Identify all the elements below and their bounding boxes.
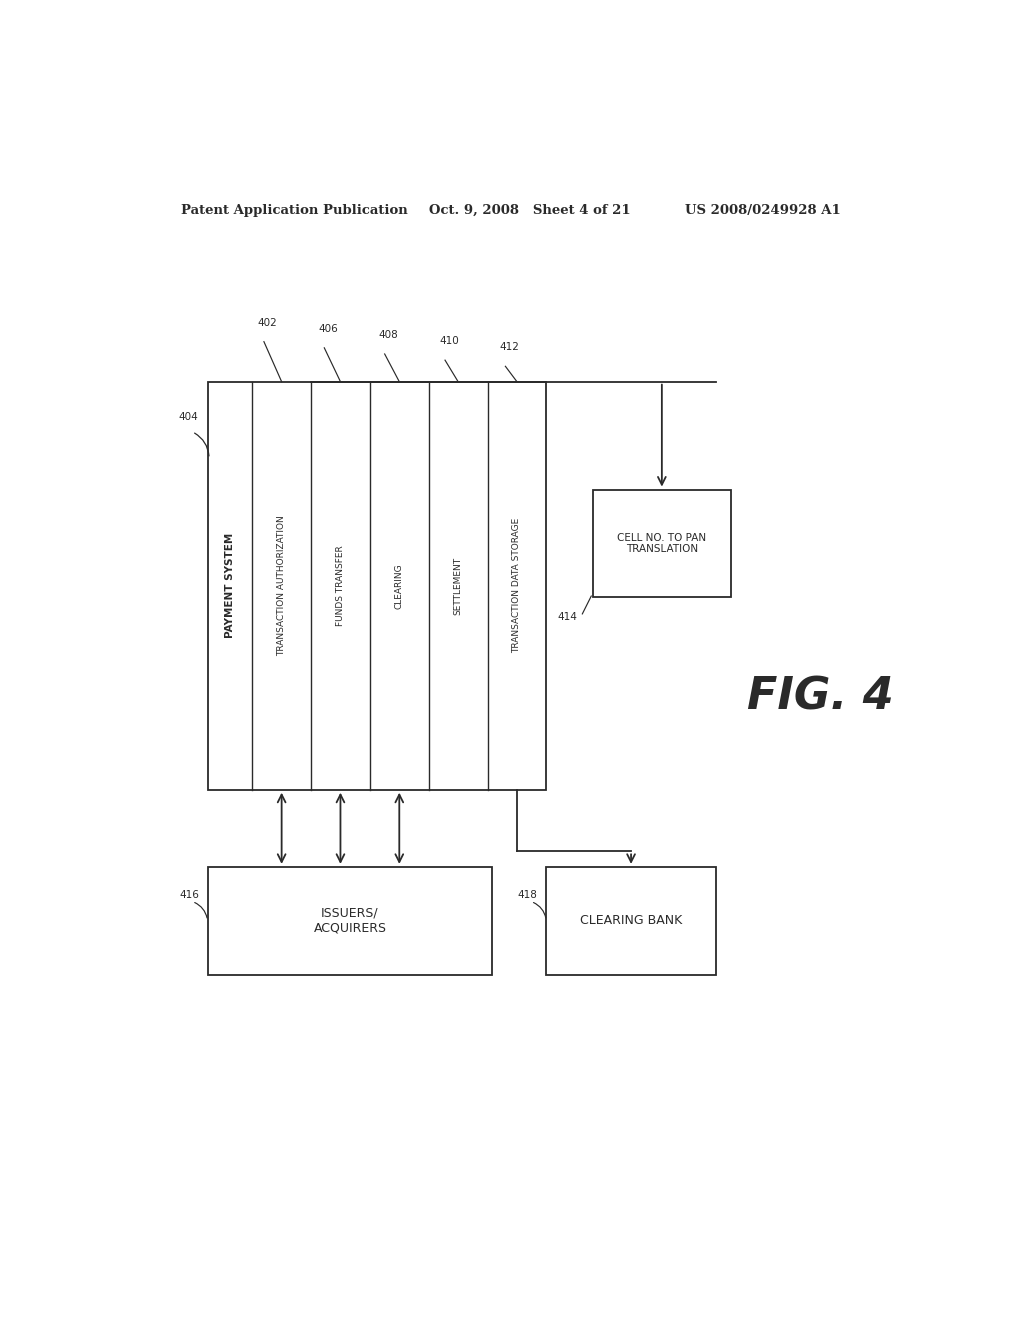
Text: US 2008/0249928 A1: US 2008/0249928 A1 (685, 205, 841, 218)
Text: Oct. 9, 2008   Sheet 4 of 21: Oct. 9, 2008 Sheet 4 of 21 (429, 205, 631, 218)
Text: FIG. 4: FIG. 4 (746, 676, 893, 719)
Bar (547, 867, 716, 974)
Text: PAYMENT SYSTEM: PAYMENT SYSTEM (225, 533, 234, 639)
Text: TRANSACTION AUTHORIZATION: TRANSACTION AUTHORIZATION (278, 515, 286, 656)
Text: ISSUERS/
ACQUIRERS: ISSUERS/ ACQUIRERS (313, 907, 386, 935)
Text: 414: 414 (558, 612, 578, 623)
Text: CELL NO. TO PAN
TRANSLATION: CELL NO. TO PAN TRANSLATION (617, 532, 707, 554)
Text: 408: 408 (379, 330, 398, 341)
Text: 410: 410 (439, 337, 459, 346)
Text: 402: 402 (258, 318, 278, 327)
Text: 404: 404 (178, 412, 198, 422)
Text: 416: 416 (179, 890, 199, 900)
Bar (208, 381, 547, 789)
Text: SETTLEMENT: SETTLEMENT (454, 557, 463, 615)
Text: TRANSACTION DATA STORAGE: TRANSACTION DATA STORAGE (512, 519, 521, 653)
Text: 418: 418 (518, 890, 538, 900)
Text: 406: 406 (318, 323, 338, 334)
Bar (593, 490, 731, 598)
Text: CLEARING: CLEARING (395, 562, 403, 609)
Bar (208, 867, 493, 974)
Text: CLEARING BANK: CLEARING BANK (580, 915, 682, 927)
Text: FUNDS TRANSFER: FUNDS TRANSFER (336, 545, 345, 626)
Text: Patent Application Publication: Patent Application Publication (180, 205, 408, 218)
Text: 412: 412 (500, 342, 519, 352)
